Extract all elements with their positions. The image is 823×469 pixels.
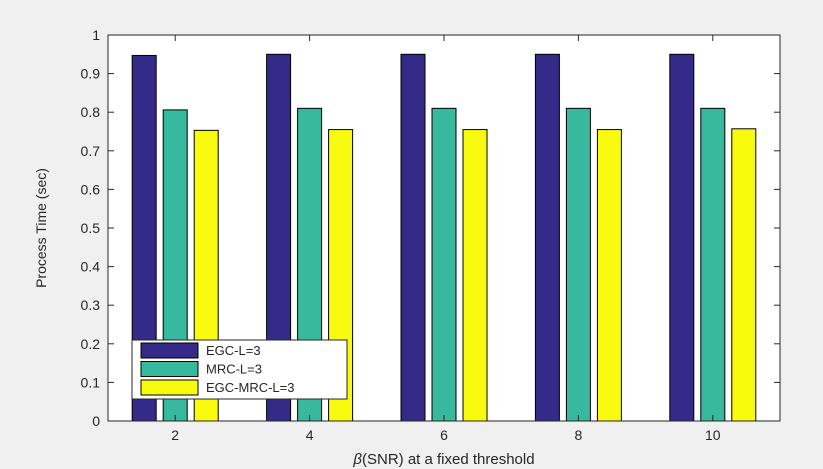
y-tick-label: 0.1 bbox=[81, 374, 101, 390]
bar-egc-mrc-l-3-8 bbox=[596, 129, 622, 422]
legend-swatch-egc-mrc-l-3 bbox=[140, 379, 199, 396]
x-tick-label: 6 bbox=[440, 427, 448, 443]
x-axis-label: β(SNR) at a fixed threshold bbox=[352, 451, 534, 468]
y-tick-label: 0.2 bbox=[81, 336, 101, 352]
y-tick-label: 0 bbox=[92, 413, 100, 429]
x-tick-label: 2 bbox=[171, 427, 179, 443]
legend: EGC-L=3 MRC-L=3 EGC-MRC-L=3 bbox=[131, 339, 348, 400]
bar-egc-mrc-l-3-6 bbox=[462, 129, 488, 422]
y-tick-label: 1 bbox=[92, 27, 100, 43]
legend-label-mrc-l-3: MRC-L=3 bbox=[206, 362, 262, 377]
x-tick-label: 8 bbox=[575, 427, 583, 443]
legend-swatch-mrc-l-3 bbox=[140, 361, 199, 377]
x-axis-label-text: (SNR) at a fixed threshold bbox=[362, 451, 535, 468]
y-tick-label: 0.8 bbox=[81, 104, 101, 120]
legend-swatch-egc-l-3 bbox=[140, 342, 199, 359]
y-tick-label: 0.7 bbox=[81, 143, 101, 159]
bar-egc-l-3-6 bbox=[400, 53, 426, 422]
legend-label-egc-l-3: EGC-L=3 bbox=[206, 343, 261, 358]
bar-egc-mrc-l-3-10 bbox=[731, 128, 757, 422]
bar-mrc-l-3-10 bbox=[700, 107, 726, 422]
y-tick-label: 0.3 bbox=[81, 297, 101, 313]
x-axis-label-symbol: β bbox=[352, 451, 362, 468]
bar-mrc-l-3-6 bbox=[431, 107, 457, 422]
y-tick-label: 0.4 bbox=[81, 259, 101, 275]
y-tick-label: 0.6 bbox=[81, 181, 101, 197]
bar-mrc-l-3-8 bbox=[565, 107, 591, 422]
x-tick-label: 4 bbox=[306, 427, 314, 443]
ticks-layer: 2 4 6 8 10 0 0.1 0.2 0.3 0.4 0.5 0.6 0.7 0.8 0.9 1 bbox=[81, 27, 780, 443]
y-tick-label: 0.9 bbox=[81, 66, 101, 82]
y-tick-label: 0.5 bbox=[81, 220, 101, 236]
x-tick-label: 10 bbox=[705, 427, 721, 443]
bar-egc-l-3-8 bbox=[534, 53, 560, 422]
bar-egc-l-3-10 bbox=[669, 53, 695, 422]
legend-label-egc-mrc-l-3: EGC-MRC-L=3 bbox=[206, 380, 295, 395]
plot-frame bbox=[107, 34, 781, 422]
y-axis-label: Process Time (sec) bbox=[33, 168, 49, 288]
